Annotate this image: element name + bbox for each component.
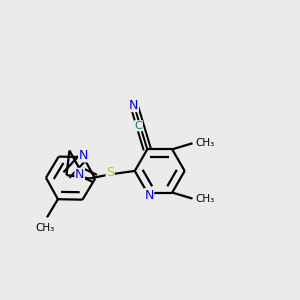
- Text: N: N: [129, 98, 139, 112]
- Text: S: S: [106, 166, 114, 179]
- Text: C: C: [135, 121, 142, 131]
- Text: N: N: [75, 168, 84, 182]
- Text: CH₃: CH₃: [195, 138, 214, 148]
- Text: N: N: [144, 189, 154, 202]
- Text: CH₃: CH₃: [195, 194, 214, 204]
- Text: N: N: [79, 149, 88, 162]
- Text: CH₃: CH₃: [36, 223, 55, 232]
